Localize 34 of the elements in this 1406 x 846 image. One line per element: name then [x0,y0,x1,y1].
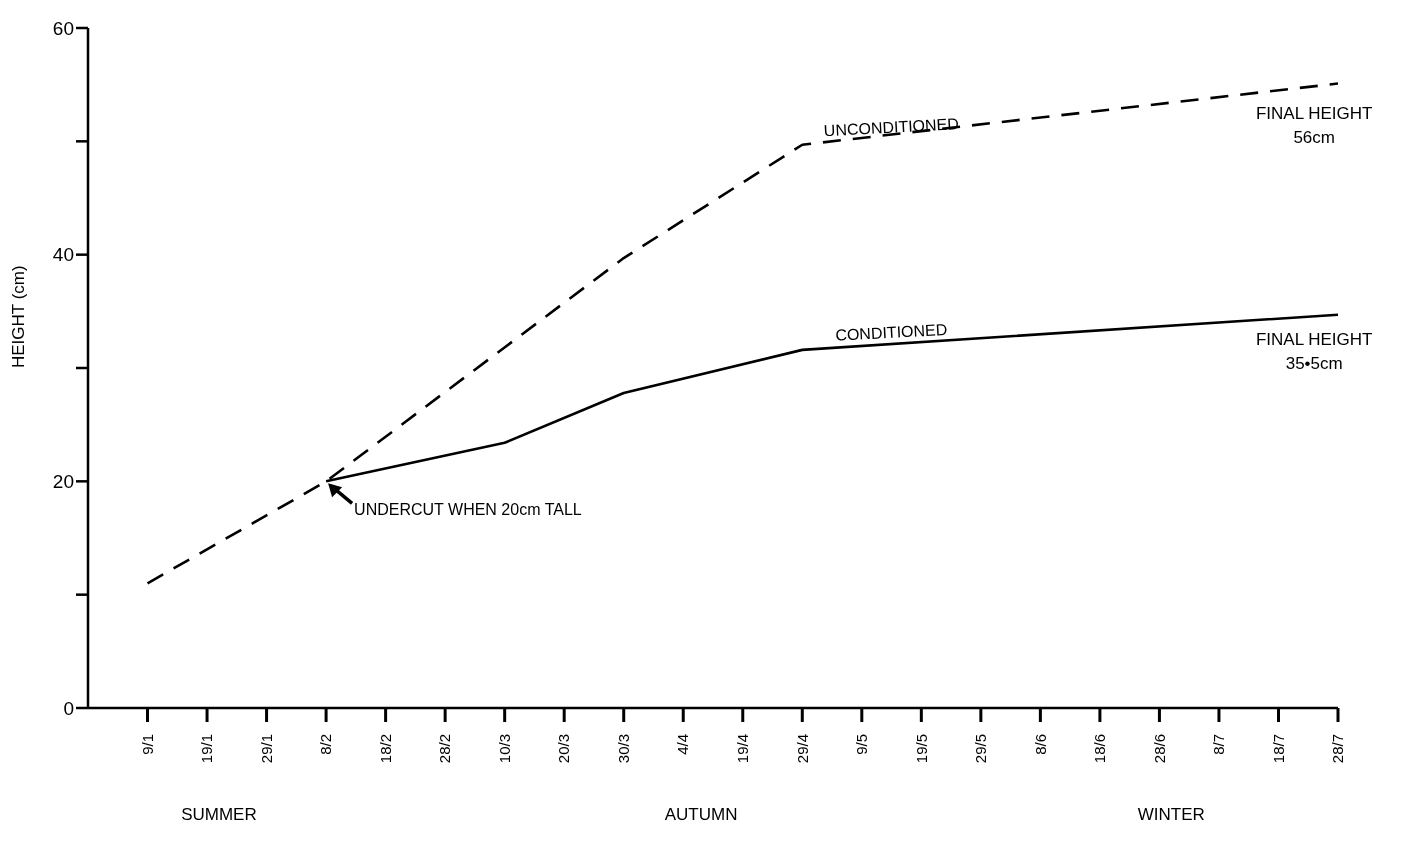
x-tick-label: 29/5 [972,734,990,764]
y-tick-label: 40 [52,244,74,266]
text: SUMMER [181,805,257,824]
text: WINTER [1137,805,1205,824]
x-tick-label: 19/4 [734,734,752,764]
series-label: UNCONDITIONED [823,115,960,140]
series-label: CONDITIONED [834,320,948,344]
x-tick-label: 9/1 [138,734,156,755]
y-tick-label: 20 [52,471,74,493]
text: AUTUMN [664,805,738,824]
x-tick-label: 19/1 [198,734,216,764]
x-tick-label: 18/6 [1091,734,1109,764]
x-tick-label: 8/7 [1210,734,1228,755]
y-axis-title: HEIGHT (cm) [9,265,29,368]
x-tick-label: 29/1 [257,734,275,764]
x-tick-label: 20/3 [555,734,573,764]
x-tick-label: 8/2 [317,734,335,755]
x-tick-label: 19/5 [912,734,930,764]
x-tick-label: 4/4 [674,734,692,755]
x-tick-label: 9/5 [853,734,871,755]
x-tick-label: 10/3 [495,734,513,764]
annotation: FINAL HEIGHT 56cm [1255,103,1373,147]
x-tick-label: 29/4 [793,734,811,764]
x-tick-label: 18/7 [1269,734,1287,764]
annotation: UNDERCUT WHEN 20cm TALL [354,501,582,519]
x-tick-label: 8/6 [1031,734,1049,755]
x-tick-label: 28/2 [436,734,454,764]
x-tick-label: 28/7 [1329,734,1347,764]
x-tick-label: 18/2 [376,734,394,764]
y-tick-label: 60 [52,17,74,39]
x-tick-label: 28/6 [1150,734,1168,764]
x-tick-label: 30/3 [614,734,632,764]
y-tick-label: 0 [63,697,74,719]
annotation: FINAL HEIGHT 35•5cm [1255,330,1373,374]
